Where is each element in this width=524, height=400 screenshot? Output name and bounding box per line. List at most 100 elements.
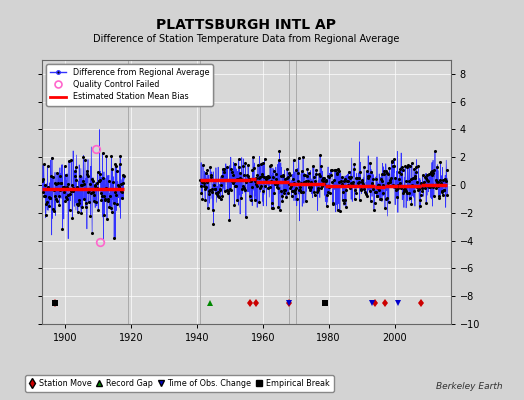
- Point: [198, 178, 206, 185]
- Point: [412, 184, 421, 190]
- Point: [42, 201, 51, 207]
- Point: [400, 186, 409, 192]
- Point: [264, 185, 272, 192]
- Point: [46, 194, 54, 201]
- Point: [82, 200, 90, 207]
- Point: [45, 203, 53, 209]
- Point: [56, 186, 64, 193]
- Point: [249, 176, 258, 183]
- Point: [409, 188, 418, 194]
- Point: [401, 163, 409, 170]
- Point: [276, 188, 285, 194]
- Point: [367, 182, 376, 188]
- Point: [203, 178, 211, 185]
- Point: [66, 207, 74, 213]
- Point: [301, 180, 310, 187]
- Point: [307, 184, 315, 191]
- Point: [78, 181, 86, 188]
- Point: [239, 172, 248, 179]
- Point: [257, 183, 266, 189]
- Point: [376, 195, 384, 202]
- Point: [443, 192, 451, 198]
- Point: [395, 169, 403, 175]
- Point: [325, 184, 333, 190]
- Point: [293, 177, 302, 184]
- Point: [226, 186, 235, 193]
- Point: [377, 176, 385, 182]
- Point: [374, 182, 382, 188]
- Point: [356, 169, 364, 175]
- Point: [422, 200, 430, 206]
- Point: [82, 168, 91, 174]
- Point: [209, 207, 217, 214]
- Point: [396, 180, 405, 186]
- Point: [355, 197, 364, 204]
- Point: [342, 204, 350, 210]
- Point: [322, 202, 331, 209]
- Point: [354, 180, 362, 186]
- Point: [290, 157, 298, 163]
- Point: [264, 172, 272, 179]
- Point: [63, 196, 72, 202]
- Point: [341, 197, 350, 204]
- Point: [435, 195, 443, 202]
- Point: [243, 172, 252, 179]
- Point: [317, 185, 325, 191]
- Point: [295, 186, 303, 193]
- Point: [361, 189, 369, 195]
- Point: [291, 190, 300, 196]
- Point: [363, 193, 372, 199]
- Point: [320, 175, 328, 182]
- Point: [81, 204, 90, 210]
- Point: [407, 176, 415, 182]
- Point: [410, 175, 419, 182]
- Point: [408, 160, 416, 166]
- Point: [409, 174, 417, 181]
- Point: [331, 166, 339, 173]
- Point: [416, 196, 424, 203]
- Point: [241, 187, 249, 193]
- Point: [52, 180, 60, 187]
- Point: [411, 173, 419, 180]
- Point: [347, 180, 355, 186]
- Point: [361, 183, 369, 190]
- Point: [283, 174, 292, 180]
- Point: [225, 177, 233, 183]
- Point: [43, 199, 51, 206]
- Point: [284, 190, 292, 196]
- Point: [276, 207, 284, 214]
- Point: [235, 164, 244, 170]
- Point: [328, 166, 336, 173]
- Point: [221, 188, 229, 194]
- Point: [224, 188, 232, 194]
- Point: [240, 184, 248, 191]
- Point: [78, 204, 86, 211]
- Point: [58, 186, 66, 192]
- Point: [355, 175, 363, 181]
- Point: [352, 190, 361, 196]
- Point: [113, 168, 121, 174]
- Point: [95, 178, 103, 184]
- Point: [80, 196, 88, 202]
- Point: [282, 193, 290, 200]
- Point: [363, 168, 371, 174]
- Point: [364, 175, 373, 182]
- Point: [114, 184, 123, 191]
- Point: [356, 187, 365, 194]
- Point: [271, 176, 280, 182]
- Point: [405, 178, 413, 184]
- Point: [434, 179, 442, 186]
- Point: [292, 166, 300, 173]
- Point: [313, 181, 322, 188]
- Point: [403, 190, 411, 196]
- Point: [247, 178, 255, 184]
- Point: [360, 164, 368, 170]
- Point: [201, 186, 209, 192]
- Point: [417, 180, 425, 186]
- Point: [256, 174, 265, 180]
- Point: [417, 192, 425, 198]
- Point: [331, 166, 340, 173]
- Point: [297, 189, 305, 196]
- Point: [257, 161, 265, 168]
- Point: [77, 210, 85, 216]
